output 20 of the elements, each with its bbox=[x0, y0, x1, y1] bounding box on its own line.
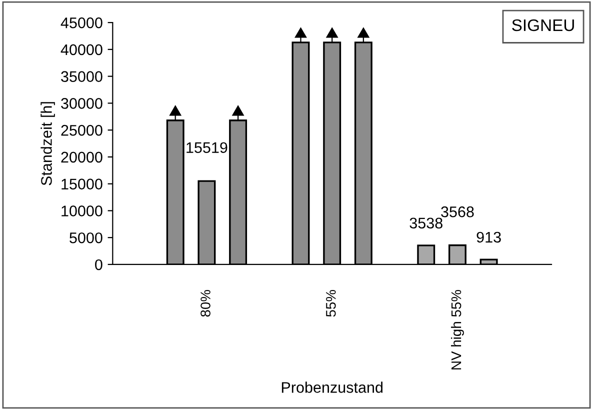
y-tick-label: 35000 bbox=[61, 71, 102, 82]
y-tick-label: 25000 bbox=[61, 124, 102, 136]
data-label: 913 bbox=[476, 232, 501, 243]
y-axis-title: Standzeit [h] bbox=[40, 102, 55, 186]
x-tick-label: 55% bbox=[326, 290, 336, 317]
x-axis-title: Probenzustand bbox=[282, 382, 382, 393]
data-label: 3538 bbox=[410, 218, 442, 229]
y-tick-label: 40000 bbox=[60, 44, 102, 56]
y-tick-label: 5000 bbox=[70, 232, 102, 244]
data-label: 3568 bbox=[441, 206, 474, 218]
annotation: SIGNEU bbox=[512, 19, 574, 32]
y-tick-label: 0 bbox=[95, 259, 102, 270]
y-tick-label: 10000 bbox=[62, 206, 102, 216]
y-tick-label: 30000 bbox=[61, 98, 102, 109]
y-tick-label: 15000 bbox=[62, 178, 102, 190]
x-tick-label: NV high 55% bbox=[450, 290, 464, 370]
data-label: 15519 bbox=[186, 142, 228, 154]
y-tick-label: 45000 bbox=[60, 17, 102, 28]
y-tick-label: 20000 bbox=[61, 152, 102, 163]
x-tick-label: 80% bbox=[200, 290, 210, 317]
